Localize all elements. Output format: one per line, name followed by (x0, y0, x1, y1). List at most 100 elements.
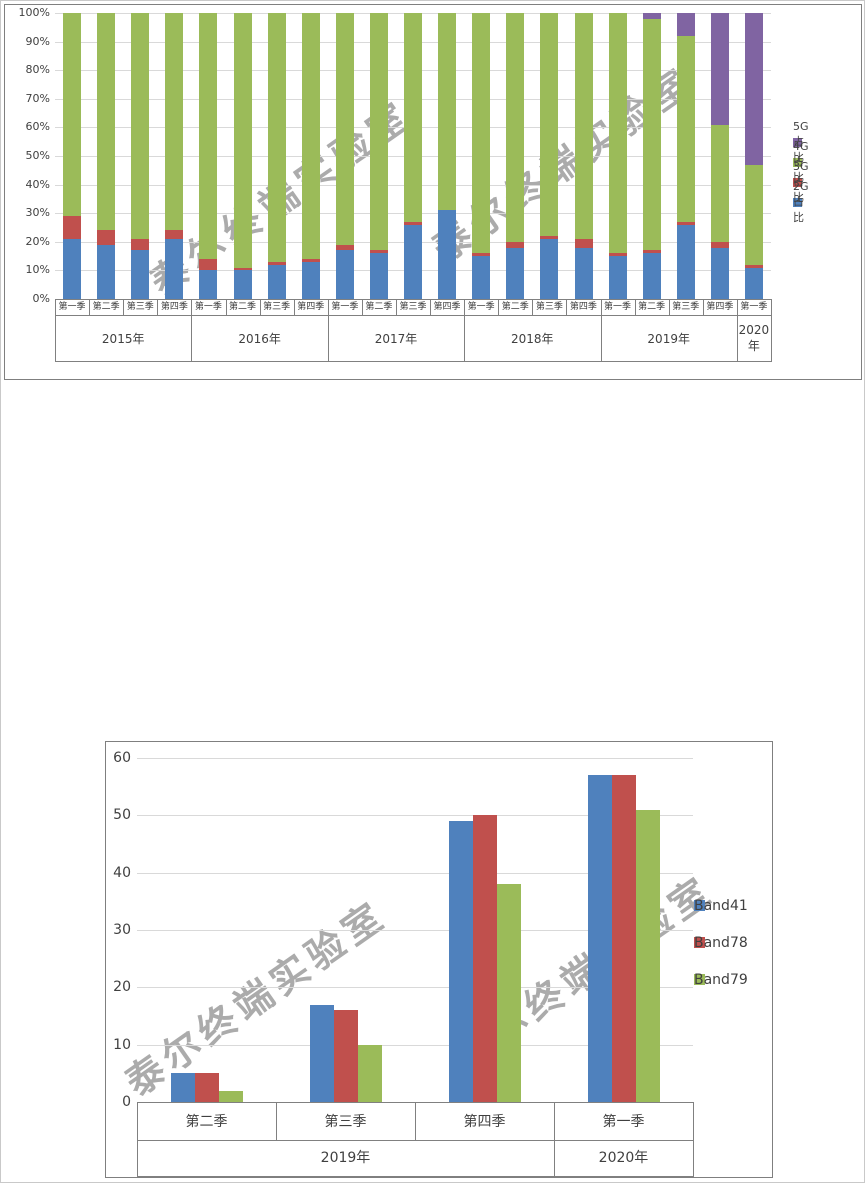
gridline (137, 1045, 693, 1046)
segment-2G (404, 224, 422, 299)
x-quarter-label: 第三季 (399, 302, 427, 312)
segment-4G (267, 13, 286, 262)
x-year-label: 2020年 (598, 1150, 649, 1166)
segment-3G (233, 267, 252, 271)
x-quarter-label: 第四季 (569, 302, 597, 312)
segment-2G (574, 247, 593, 299)
year-separator (554, 1140, 555, 1177)
segment-3G (335, 244, 354, 251)
segment-2G (506, 247, 525, 299)
legend-swatch-2G (793, 198, 802, 207)
segment-2G (438, 210, 457, 299)
x-quarter-label: 第三季 (324, 1114, 367, 1130)
x-quarter-label: 第一季 (467, 302, 495, 312)
segment-2G (63, 238, 81, 299)
quarter-tick (702, 299, 704, 315)
segment-3G (301, 258, 320, 262)
quarter-separator (415, 1102, 416, 1140)
segment-2G (745, 267, 763, 299)
year-separator (137, 1140, 138, 1177)
quarter-tick (566, 299, 568, 315)
legend-swatch-Band79 (694, 974, 705, 985)
segment-3G (540, 236, 559, 239)
x-axis-line (55, 299, 771, 300)
y-tick-label: 40 (113, 864, 131, 881)
x-quarter-label: 第二季 (638, 302, 666, 312)
x-quarter-label: 第二季 (229, 302, 257, 312)
segment-4G (540, 12, 559, 237)
legend-item: Band41 (694, 898, 748, 914)
year-separator (771, 299, 772, 362)
stacked-bar (745, 12, 763, 299)
legend-item: 2G占比 (793, 180, 809, 224)
stacked-bar (472, 13, 491, 299)
segment-3G (97, 230, 116, 245)
segment-3G (574, 238, 593, 248)
segment-3G (369, 250, 388, 254)
quarter-tick (225, 299, 227, 315)
legend-label: 2G占比 (793, 180, 809, 224)
segment-2G (472, 256, 491, 299)
y-tick-label: 90% (25, 34, 50, 48)
x-year-label: 2020年 (738, 323, 770, 353)
x-year-label: 2016年 (238, 332, 281, 346)
x-quarter-label: 第一季 (331, 302, 359, 312)
x-year-label: 2017年 (374, 332, 418, 346)
y-tick-label: 60% (25, 120, 50, 134)
segment-4G (63, 12, 81, 217)
legend-swatch-Band41 (694, 900, 705, 911)
grouped-plot-area (137, 758, 693, 1103)
quarter-tick (123, 299, 125, 315)
x-quarter-label: 第四季 (297, 302, 325, 312)
segment-2G (369, 253, 388, 299)
legend-swatch-Band78 (694, 937, 705, 948)
segment-4G (404, 12, 422, 222)
legend-label: 3G占比 (793, 160, 809, 204)
bar-Band79 (218, 1090, 243, 1102)
segment-3G (676, 221, 695, 225)
legend-item: Band79 (694, 972, 748, 988)
legend-label: Band41 (694, 897, 748, 914)
gridline (137, 815, 693, 816)
segment-4G (369, 12, 388, 251)
gridline (137, 930, 693, 931)
segment-2G (267, 264, 286, 299)
stacked-bar (301, 12, 320, 299)
segment-2G (676, 224, 695, 299)
year-separator (464, 299, 466, 362)
segment-4G (745, 164, 763, 265)
y-tick-label: 20 (113, 979, 131, 996)
quarter-separator (554, 1102, 555, 1140)
quarter-tick (396, 299, 397, 315)
segment-2G (131, 250, 150, 299)
segment-2G (540, 238, 559, 299)
bar-Band79 (635, 809, 660, 1102)
legend-label: Band79 (694, 971, 748, 988)
quarter-tick (634, 299, 636, 315)
quarter-tick (532, 299, 534, 315)
stacked-bar (131, 13, 150, 299)
stacked-bar (63, 12, 81, 299)
quarter-tick (259, 299, 261, 315)
quarter-tick (430, 299, 431, 315)
y-tick-label: 60 (113, 750, 131, 766)
quarter-tick (361, 299, 363, 315)
x-quarter-label: 第四季 (706, 302, 734, 312)
y-tick-label: 100% (18, 6, 50, 19)
segment-3G (745, 264, 763, 268)
segment-4G (335, 13, 354, 245)
x-quarter-label: 第四季 (160, 302, 188, 312)
segment-4G (97, 13, 116, 231)
bar-Band78 (333, 1010, 358, 1102)
year-separator (736, 299, 738, 362)
segment-2G (335, 250, 354, 299)
bar-Band41 (309, 1004, 334, 1102)
segment-3G (267, 261, 286, 265)
x-quarter-label: 第二季 (501, 302, 529, 312)
legend-item: 5G占比 (793, 120, 809, 164)
stacked-bar (608, 13, 627, 299)
bar-Band78 (611, 775, 636, 1102)
segment-3G (131, 239, 150, 251)
chart-legend: 5G占比 4G占比 3G占比 2G占比 (793, 120, 809, 224)
segment-3G (165, 230, 184, 239)
